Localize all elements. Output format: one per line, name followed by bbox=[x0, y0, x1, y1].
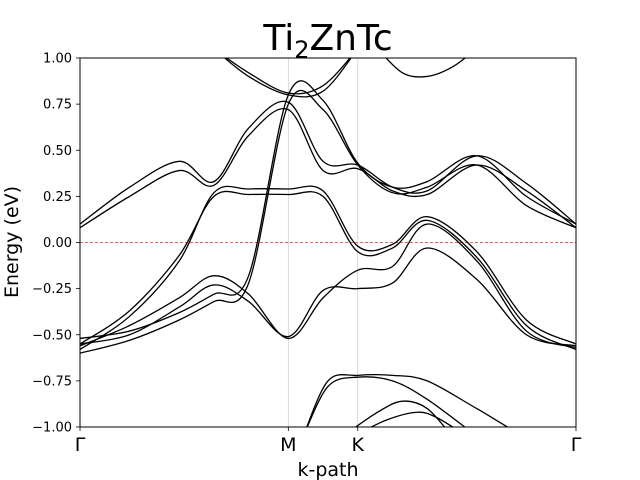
y-tick-label: 0.50 bbox=[43, 144, 72, 159]
band-line-7 bbox=[80, 223, 576, 349]
y-tick-label: 0.75 bbox=[43, 98, 72, 113]
band-line-15 bbox=[369, 411, 454, 427]
x-axis-label: k-path bbox=[297, 459, 358, 480]
x-tick-label: Γ bbox=[75, 434, 86, 456]
band-line-1 bbox=[80, 89, 576, 354]
band-line-12 bbox=[306, 373, 509, 427]
y-tick-label: −1.00 bbox=[32, 421, 72, 436]
y-tick-label: 0.25 bbox=[43, 190, 72, 205]
band-line-14 bbox=[354, 400, 446, 427]
band-line-10 bbox=[223, 58, 352, 98]
band-line-5 bbox=[80, 185, 576, 351]
y-tick-label: 1.00 bbox=[43, 52, 72, 67]
x-tick-label: K bbox=[352, 434, 365, 456]
band-line-2 bbox=[80, 80, 576, 340]
band-line-13 bbox=[306, 376, 466, 427]
band-line-8 bbox=[80, 247, 576, 347]
band-line-6 bbox=[80, 190, 576, 351]
y-tick-label: −0.75 bbox=[32, 374, 72, 389]
y-axis: 1.00 0.75 0.50 0.25 0.00 −0.25 −0.50 −0.75 −1.00 bbox=[32, 52, 80, 436]
band-line-9 bbox=[225, 58, 351, 95]
x-tick-label: M bbox=[280, 434, 296, 456]
band-line-4 bbox=[80, 107, 576, 229]
x-tick-label: Γ bbox=[571, 434, 582, 456]
band-line-11 bbox=[385, 58, 467, 78]
chart-title: Ti2ZnTc bbox=[262, 18, 392, 64]
y-tick-label: −0.50 bbox=[32, 328, 72, 343]
band-line-3 bbox=[80, 100, 576, 225]
y-tick-label: −0.25 bbox=[32, 282, 72, 297]
bands bbox=[80, 58, 576, 427]
y-axis-label: Energy (eV) bbox=[1, 186, 23, 298]
y-tick-label: 0.00 bbox=[43, 236, 72, 251]
